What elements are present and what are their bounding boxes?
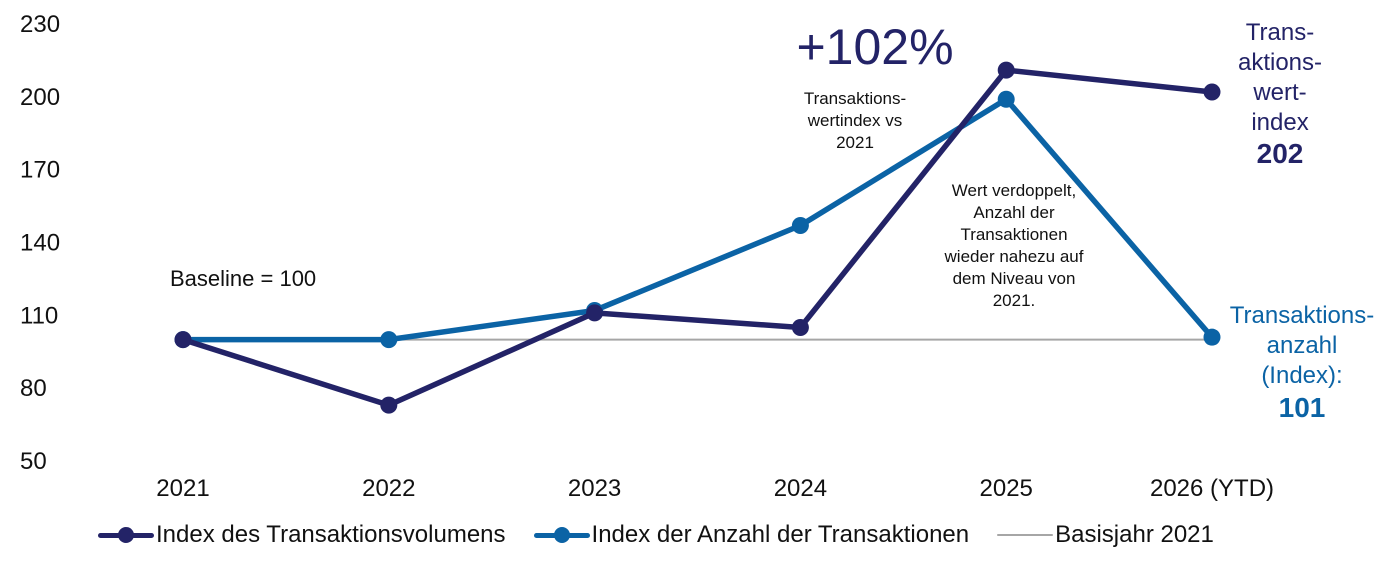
- legend-swatch-count: [533, 520, 590, 550]
- series-line-count: [180, 96, 1215, 343]
- data-point-volume: [586, 304, 604, 322]
- data-point-volume: [997, 61, 1015, 79]
- x-tick-label: 2021: [156, 475, 209, 502]
- x-tick-label: 2026 (YTD): [1150, 475, 1274, 502]
- data-point-count: [791, 217, 809, 235]
- y-axis-ticks: 50 80 110 140 170 200 230: [20, 11, 60, 475]
- data-point-volume: [791, 318, 809, 336]
- change-caption-annotation: Transaktions- wertindex vs 2021: [803, 89, 907, 152]
- data-point-count: [997, 90, 1015, 108]
- y-tick-label: 110: [20, 302, 58, 329]
- x-tick-label: 2024: [774, 475, 827, 502]
- x-axis-ticks: 2021 2022 2023 2024 2025 2026 (YTD): [156, 475, 1274, 502]
- data-point-volume: [174, 331, 192, 349]
- y-tick-label: 200: [20, 84, 60, 111]
- count-end-label: Transaktions- anzahl (Index):: [1229, 302, 1375, 389]
- y-tick-label: 140: [20, 230, 60, 257]
- legend-swatch-baseline: [997, 520, 1054, 550]
- y-tick-label: 230: [20, 11, 60, 38]
- y-tick-label: 80: [20, 375, 47, 402]
- count-end-value: 101: [1278, 392, 1326, 423]
- legend-item-count: Index der Anzahl der Transaktionen: [533, 520, 970, 550]
- data-point-count: [380, 331, 398, 349]
- x-tick-label: 2023: [568, 475, 621, 502]
- data-point-volume: [380, 396, 398, 414]
- legend-swatch-volume: [98, 520, 154, 550]
- legend-label-baseline: Basisjahr 2021: [1055, 521, 1214, 548]
- volume-end-value: 202: [1256, 138, 1304, 169]
- x-tick-label: 2022: [362, 475, 415, 502]
- legend-label-count: Index der Anzahl der Transaktionen: [591, 521, 970, 548]
- legend-item-volume: Index des Transaktionsvolumens: [98, 520, 506, 550]
- data-point-volume: [1203, 83, 1221, 101]
- legend-label-volume: Index des Transaktionsvolumens: [156, 521, 506, 548]
- series-line-volume: [180, 67, 1215, 408]
- series-points: [174, 61, 1221, 414]
- legend: Index des Transaktionsvolumens Index der…: [98, 520, 1242, 550]
- legend-item-baseline: Basisjahr 2021: [997, 520, 1214, 550]
- change-value-annotation: +102%: [796, 19, 954, 75]
- y-tick-label: 50: [20, 448, 47, 475]
- middle-note-annotation: Wert verdoppelt, Anzahl der Transaktione…: [944, 181, 1084, 310]
- volume-end-label: Trans- aktions- wert- index: [1237, 19, 1323, 136]
- series-lines: [180, 67, 1215, 408]
- y-tick-label: 170: [20, 157, 60, 184]
- x-tick-label: 2025: [980, 475, 1033, 502]
- baseline-annotation: Baseline = 100: [170, 266, 317, 291]
- data-point-count: [1203, 328, 1221, 346]
